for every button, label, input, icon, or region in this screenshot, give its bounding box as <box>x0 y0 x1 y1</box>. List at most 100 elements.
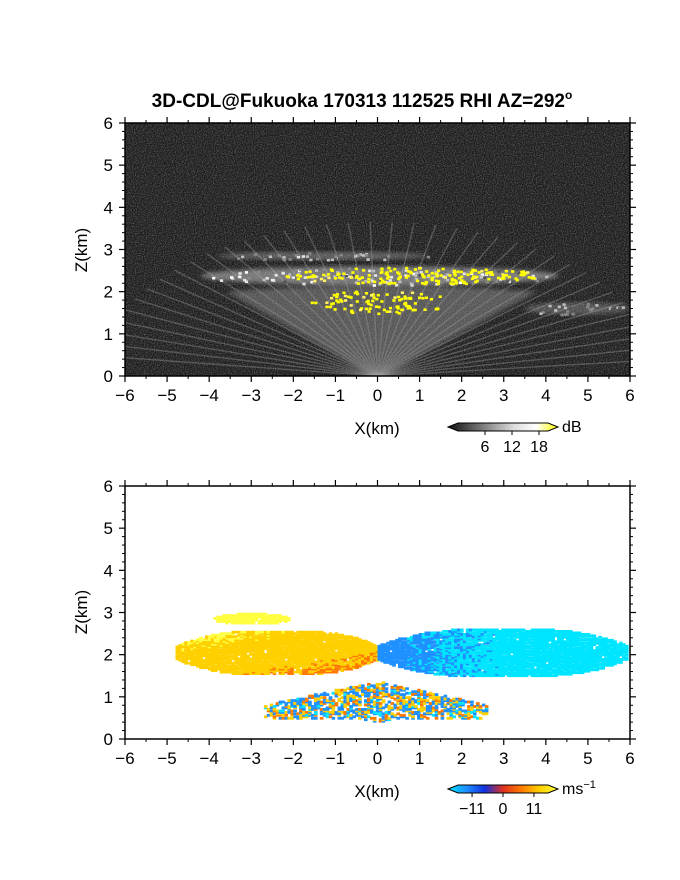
velocity-pixel <box>296 712 300 716</box>
velocity-pixel <box>415 647 420 651</box>
velocity-pixel <box>281 632 286 636</box>
velocity-pixel <box>580 653 585 657</box>
echo-pixel <box>488 271 492 274</box>
echo-pixel <box>354 267 358 271</box>
velocity-pixel <box>275 639 280 643</box>
velocity-pixel <box>577 638 582 642</box>
velocity-pixel <box>269 647 274 650</box>
velocity-pixel <box>272 655 277 659</box>
velocity-pixel <box>449 703 454 707</box>
velocity-pixel <box>278 711 283 714</box>
velocity-pixel <box>325 638 330 641</box>
velocity-pixel <box>524 665 529 669</box>
velocity-pixel <box>202 660 206 664</box>
velocity-pixel <box>278 666 283 670</box>
velocity-pixel <box>424 652 429 655</box>
velocity-pixel <box>234 645 238 649</box>
echo-pixel <box>398 298 402 302</box>
velocity-pixel <box>346 713 350 717</box>
velocity-pixel <box>583 634 588 638</box>
velocity-pixel <box>258 632 262 636</box>
velocity-pixel <box>457 663 461 667</box>
velocity-pixel <box>471 663 476 667</box>
velocity-pixel <box>272 614 276 617</box>
velocity-pixel <box>399 693 403 696</box>
velocity-pixel <box>462 647 467 651</box>
velocity-pixel <box>477 663 482 667</box>
echo-pixel <box>272 279 276 282</box>
velocity-pixel <box>468 655 473 658</box>
velocity-pixel <box>290 672 294 675</box>
velocity-pixel <box>569 653 573 657</box>
velocity-pixel <box>510 649 514 652</box>
velocity-pixel <box>580 638 585 642</box>
echo-pixel <box>413 274 418 277</box>
velocity-pixel <box>266 615 270 619</box>
velocity-pixel <box>272 670 277 674</box>
velocity-pixel <box>495 647 499 651</box>
velocity-pixel <box>404 656 408 660</box>
velocity-pixel <box>377 644 382 648</box>
velocity-pixel <box>314 630 318 634</box>
velocity-pixel <box>430 671 435 675</box>
velocity-pixel <box>243 639 247 643</box>
velocity-pixel <box>325 669 330 672</box>
velocity-pixel <box>272 712 277 716</box>
echo-pixel <box>340 277 344 280</box>
echo-pixel <box>491 273 495 276</box>
reflectivity-ylabel: Z(km) <box>72 228 91 272</box>
velocity-pixel <box>275 645 280 649</box>
velocity-pixel <box>542 671 547 675</box>
velocity-pixel <box>465 658 470 661</box>
velocity-pixel <box>433 658 438 661</box>
velocity-pixel <box>417 709 421 713</box>
velocity-pixel <box>340 657 345 661</box>
velocity-pixel <box>495 653 499 657</box>
velocity-pixel <box>557 633 561 636</box>
velocity-pixel <box>181 650 185 653</box>
velocity-pixel <box>407 650 411 654</box>
velocity-pixel <box>287 635 291 639</box>
echo-pixel <box>354 281 358 284</box>
velocity-pixel <box>428 691 433 695</box>
echo-pixel <box>339 298 343 302</box>
velocity-pixel <box>308 711 312 714</box>
velocity-pixel <box>239 615 244 619</box>
velocity-pixel <box>236 614 241 617</box>
velocity-pixel <box>399 713 403 717</box>
velocity-pixel <box>598 655 602 658</box>
velocity-pixel <box>451 647 455 651</box>
echo-pixel <box>413 268 417 271</box>
velocity-pixel <box>430 665 435 669</box>
velocity-pixel <box>521 650 526 654</box>
velocity-pixel <box>314 711 318 714</box>
velocity-pixel <box>222 653 227 656</box>
velocity-pixel <box>480 633 485 636</box>
velocity-pixel <box>418 638 423 642</box>
velocity-pixel <box>328 699 333 702</box>
velocity-pixel <box>293 702 297 705</box>
velocity-pixel <box>225 633 230 637</box>
velocity-pixel <box>234 670 238 674</box>
velocity-pixel <box>566 665 570 669</box>
velocity-pixel <box>442 641 446 645</box>
echo-pixel <box>377 275 381 278</box>
echo-pixel <box>557 305 561 309</box>
velocity-pixel <box>433 655 438 658</box>
velocity-pixel <box>571 659 576 663</box>
velocity-pixel <box>495 659 499 663</box>
velocity-pixel <box>462 661 467 664</box>
velocity-pixel <box>417 702 421 705</box>
velocity-pixel <box>405 716 409 720</box>
velocity-pixel <box>375 702 380 705</box>
velocity-pixel <box>402 713 406 717</box>
velocity-pixel <box>417 693 421 696</box>
velocity-pixel <box>272 669 277 672</box>
velocity-pixel <box>449 706 454 710</box>
velocity-pixel <box>257 614 262 617</box>
velocity-pixel <box>314 639 318 643</box>
velocity-pixel <box>364 655 368 659</box>
velocity-pixel <box>367 648 371 652</box>
velocity-pixel <box>284 620 288 623</box>
